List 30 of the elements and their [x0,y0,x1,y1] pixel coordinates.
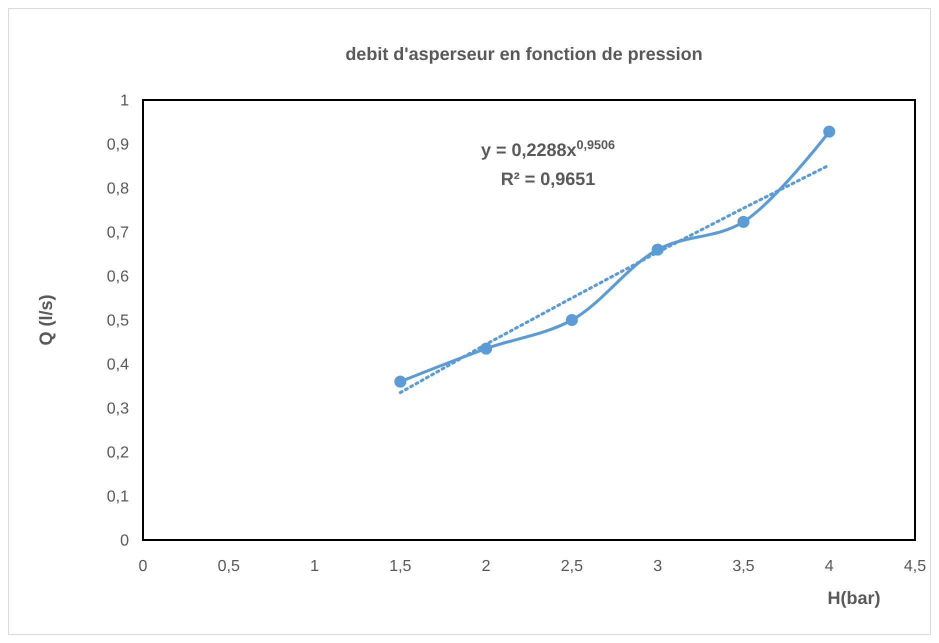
point [737,216,750,228]
y-tick-label: 0,7 [106,224,130,242]
x-tick-label: 0,5 [218,558,240,575]
x-tick-label: 0 [138,558,148,575]
y-axis-title: Q (l/s) [36,294,56,346]
y-tick-label: 0,3 [106,400,130,418]
y-tick-label: 0,2 [106,444,130,462]
y-tick-label: 0 [120,532,130,550]
x-tick-label: 3 [653,558,662,575]
point [394,376,406,388]
x-tick-label: 4,5 [904,558,926,575]
annotation: R² = 0,9651 [500,169,596,189]
x-tick-label: 2 [482,558,491,575]
y-tick-label: 0,1 [106,488,130,506]
point [566,314,578,326]
y-tick-label: 1 [120,92,130,110]
point [823,126,836,138]
y-tick-label: 0,5 [106,312,130,330]
x-tick-label: 3,5 [732,558,755,575]
y-tick-label: 0,4 [106,356,130,374]
y-tick-label: 0,6 [106,268,130,286]
x-tick-label: 2,5 [560,558,584,575]
chart-title: debit d'asperseur en fonction de pression [345,44,703,64]
x-axis-title: H(bar) [828,588,881,608]
y-tick-label: 0,9 [106,136,130,154]
x-tick-label: 1,5 [389,558,412,575]
x-tick-label: 4 [824,558,834,575]
x-tick-label: 1 [310,558,320,575]
annotation: y = 0,2288x$^{0,9506}$ [480,138,616,160]
y-tick-label: 0,8 [106,180,130,198]
